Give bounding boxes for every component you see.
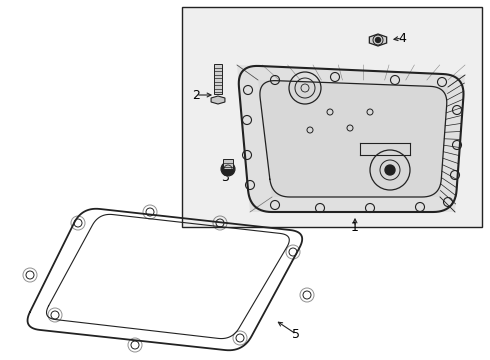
Circle shape xyxy=(221,162,235,176)
Text: 4: 4 xyxy=(398,32,406,45)
Text: 3: 3 xyxy=(221,171,229,184)
Text: 5: 5 xyxy=(292,328,300,341)
Polygon shape xyxy=(369,34,387,46)
Text: 2: 2 xyxy=(192,89,200,102)
Bar xyxy=(214,64,222,94)
Circle shape xyxy=(375,37,381,42)
Polygon shape xyxy=(237,65,465,212)
Circle shape xyxy=(385,165,395,175)
Bar xyxy=(223,159,233,169)
Text: 1: 1 xyxy=(351,220,359,234)
Polygon shape xyxy=(258,80,448,197)
Polygon shape xyxy=(211,96,225,104)
Bar xyxy=(182,7,482,227)
